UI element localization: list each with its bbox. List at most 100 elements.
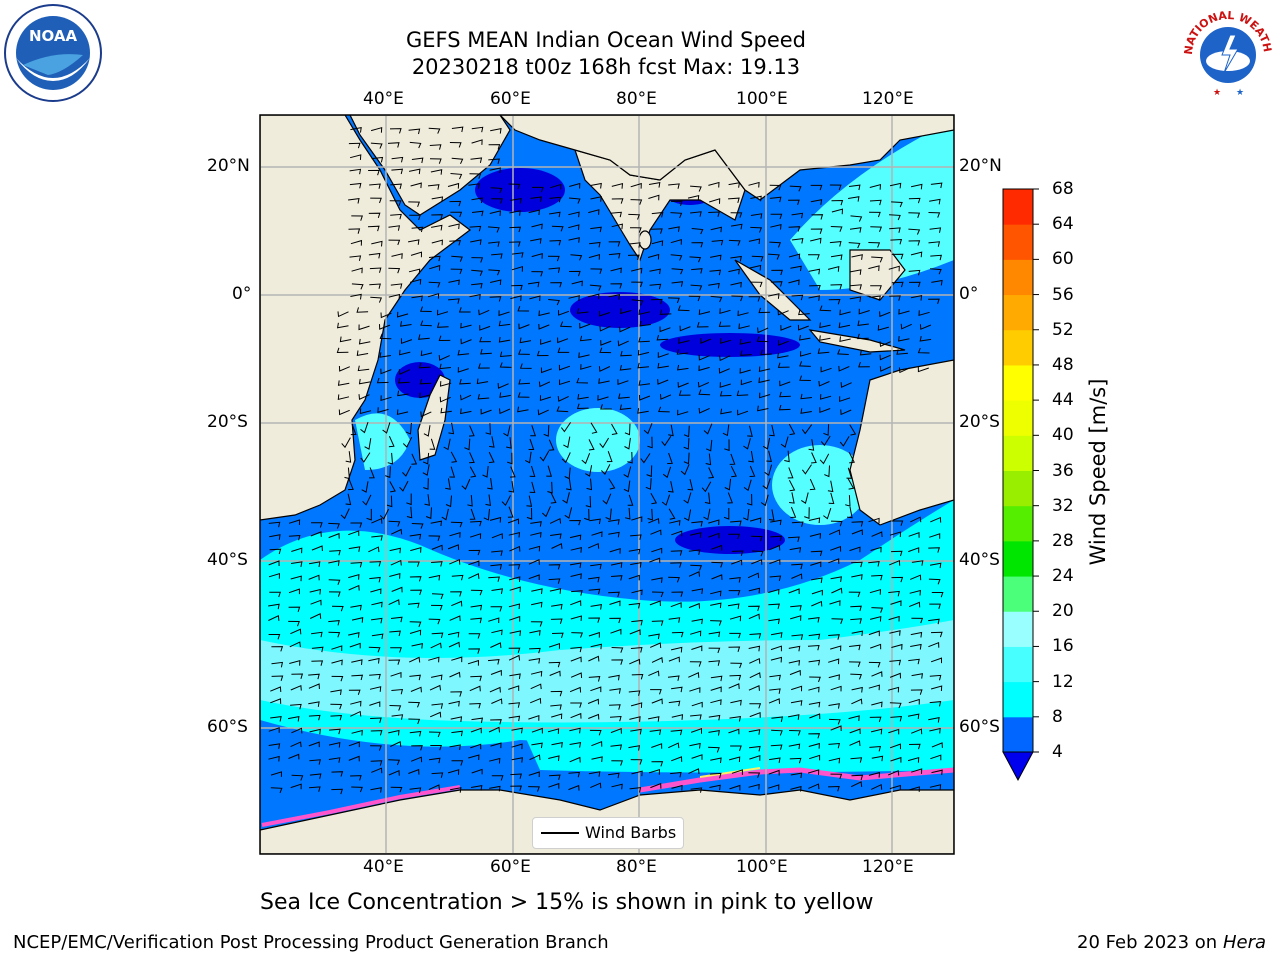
wind-barb bbox=[648, 769, 661, 775]
wind-barb bbox=[639, 320, 651, 327]
wind-barb bbox=[268, 743, 281, 749]
wind-barb bbox=[471, 717, 484, 724]
wind-barb bbox=[439, 363, 451, 370]
wind-barb bbox=[309, 613, 322, 619]
wind-barb bbox=[369, 701, 381, 707]
wind-barb bbox=[830, 226, 843, 232]
wind-barb bbox=[749, 657, 761, 664]
wind-barb bbox=[928, 578, 941, 585]
wind-barb bbox=[571, 590, 583, 596]
colorbar-segment bbox=[1003, 224, 1033, 260]
wind-barb bbox=[889, 559, 901, 566]
wind-barb bbox=[408, 128, 421, 135]
wind-barb bbox=[868, 265, 880, 271]
wind-barb bbox=[491, 550, 503, 556]
wind-barb bbox=[790, 615, 802, 621]
wind-barb bbox=[348, 546, 361, 552]
wind-barb bbox=[671, 756, 683, 762]
wind-barb bbox=[910, 251, 923, 258]
wind-barb bbox=[351, 617, 364, 623]
wind-barb bbox=[588, 209, 600, 215]
wind-barb bbox=[828, 492, 835, 505]
wind-barb bbox=[868, 561, 880, 567]
wind-barb bbox=[764, 464, 773, 477]
wind-barb bbox=[308, 561, 321, 567]
wind-barb bbox=[409, 629, 422, 636]
wind-barb bbox=[308, 574, 320, 581]
wind-barb bbox=[599, 325, 611, 332]
wind-barb bbox=[447, 544, 460, 550]
wind-barb bbox=[789, 757, 802, 764]
wind-barb bbox=[608, 591, 620, 598]
wind-barb bbox=[667, 452, 673, 464]
wind-barb bbox=[588, 439, 595, 451]
wind-barb bbox=[430, 674, 443, 681]
wind-barb bbox=[449, 532, 461, 538]
wind-barb bbox=[345, 493, 352, 506]
wind-barb bbox=[847, 506, 853, 519]
wind-barb bbox=[748, 729, 761, 735]
wind-barb bbox=[509, 630, 522, 636]
wind-barb bbox=[698, 365, 710, 372]
wind-barb bbox=[547, 728, 560, 734]
wind-barb bbox=[469, 225, 482, 232]
wind-barb bbox=[889, 182, 902, 189]
wind-barb bbox=[677, 305, 690, 312]
wind-barb bbox=[388, 769, 400, 776]
wind-barb bbox=[590, 686, 602, 693]
wind-barb bbox=[830, 284, 843, 290]
wind-barb bbox=[551, 741, 563, 748]
wind-barb bbox=[431, 239, 443, 246]
wind-barb bbox=[351, 283, 364, 290]
wind-barb bbox=[750, 281, 763, 288]
wind-barb bbox=[730, 662, 743, 669]
wind-barb bbox=[908, 547, 920, 553]
wind-barb bbox=[771, 716, 784, 723]
wind-barb bbox=[336, 347, 349, 354]
wind-barb bbox=[549, 239, 562, 246]
wind-barb bbox=[651, 240, 664, 246]
wind-barb bbox=[369, 686, 382, 692]
wind-barb bbox=[749, 517, 762, 524]
wind-barb bbox=[308, 741, 320, 748]
wind-barb bbox=[845, 495, 851, 507]
wind-barb bbox=[410, 182, 422, 189]
wind-barb bbox=[528, 771, 540, 778]
wind-barb bbox=[448, 700, 460, 707]
wind-barb bbox=[650, 689, 662, 695]
wind-barb bbox=[391, 168, 404, 175]
wind-barb bbox=[930, 268, 942, 275]
wind-barb bbox=[890, 238, 903, 245]
wind-barb bbox=[369, 673, 381, 680]
wind-barb bbox=[760, 349, 772, 356]
wind-barb bbox=[562, 492, 570, 504]
wind-barb bbox=[427, 184, 440, 190]
wind-barb bbox=[728, 756, 741, 763]
wind-barb bbox=[370, 296, 383, 303]
wind-barb bbox=[530, 670, 543, 677]
wind-barb bbox=[608, 241, 621, 247]
wind-barb bbox=[468, 183, 480, 189]
wind-barb bbox=[749, 633, 762, 639]
colorbar-tick-label: 28 bbox=[1052, 530, 1074, 551]
wind-barb bbox=[710, 295, 723, 303]
wind-barb bbox=[370, 127, 383, 133]
wind-barb bbox=[528, 786, 540, 792]
wind-barb bbox=[428, 757, 441, 764]
wind-barb bbox=[389, 573, 401, 579]
noaa-logo: NOAA bbox=[4, 4, 102, 102]
wind-barb bbox=[406, 493, 412, 506]
wind-barb bbox=[268, 727, 280, 733]
wind-barb bbox=[808, 686, 820, 693]
wind-barb bbox=[911, 768, 923, 774]
wind-barb bbox=[585, 495, 592, 508]
land-africa bbox=[260, 115, 471, 521]
wind-barb bbox=[508, 647, 521, 653]
wind-barb bbox=[498, 310, 510, 317]
wind-barb bbox=[369, 561, 382, 567]
wind-barb bbox=[788, 743, 801, 750]
wind-barb bbox=[639, 394, 651, 401]
wind-barb bbox=[336, 322, 349, 329]
wind-barb bbox=[460, 338, 472, 345]
wind-barb bbox=[668, 508, 676, 520]
